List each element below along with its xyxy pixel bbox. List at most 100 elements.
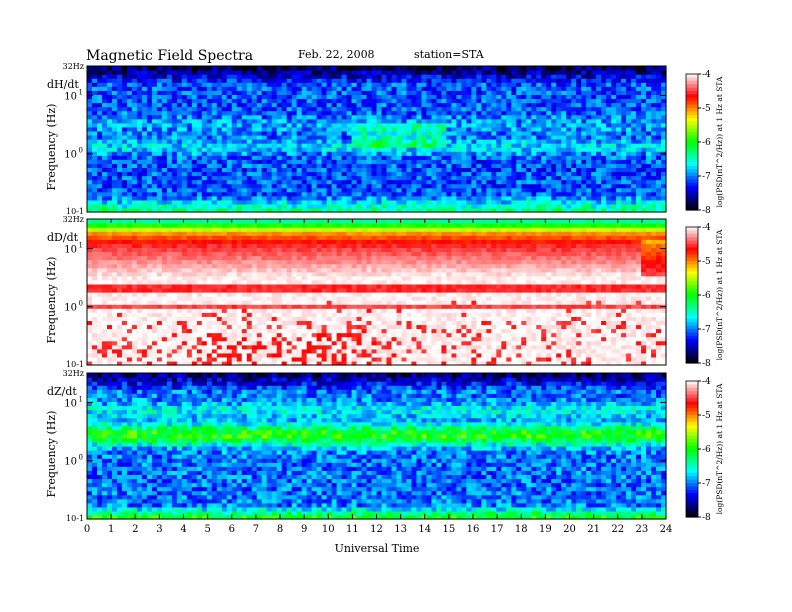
heatmap-cell (536, 163, 542, 168)
heatmap-cell (576, 151, 582, 156)
heatmap-cell (381, 78, 388, 83)
heatmap-cell (401, 348, 408, 354)
heatmap-cell (141, 94, 148, 100)
heatmap-cell (511, 199, 517, 205)
heatmap-cell (331, 102, 338, 108)
heatmap-cell (456, 171, 462, 177)
heatmap-cell (301, 167, 308, 173)
heatmap-cell (251, 203, 258, 209)
heatmap-cell (141, 66, 148, 71)
heatmap-cell (301, 171, 308, 177)
heatmap-cell (431, 70, 437, 75)
heatmap-cell (311, 207, 318, 213)
heatmap-cell (196, 179, 203, 185)
heatmap-cell (626, 151, 632, 156)
heatmap-cell (161, 179, 168, 185)
heatmap-cell (381, 175, 388, 181)
heatmap-cell (171, 130, 178, 136)
heatmap-cell (286, 82, 293, 87)
heatmap-cell (296, 94, 303, 100)
heatmap-cell (386, 340, 393, 346)
heatmap-cell (136, 356, 143, 362)
heatmap-cell (386, 102, 393, 108)
heatmap-cell (501, 340, 507, 346)
heatmap-cell (571, 340, 577, 346)
heatmap-cell (381, 134, 388, 140)
heatmap-cell (616, 199, 622, 205)
heatmap-cell (551, 163, 557, 168)
heatmap-cell (416, 348, 423, 354)
heatmap-cell (516, 167, 522, 173)
heatmap-cell (276, 191, 283, 197)
heatmap-cell (456, 78, 462, 83)
heatmap-cell (331, 151, 338, 156)
heatmap-cell (186, 106, 193, 112)
heatmap-cell (366, 159, 373, 164)
heatmap-cell (641, 191, 647, 197)
heatmap-cell (606, 82, 612, 87)
heatmap-cell (196, 82, 203, 87)
heatmap-cell (191, 187, 198, 193)
heatmap-cell (296, 203, 303, 209)
heatmap-cell (201, 122, 208, 128)
heatmap-cell (556, 102, 562, 108)
heatmap-cell (481, 340, 487, 346)
heatmap-cell (326, 110, 333, 116)
heatmap-cell (101, 344, 108, 350)
heatmap-cell (606, 118, 612, 124)
heatmap-cell (216, 70, 223, 75)
heatmap-cell (91, 102, 98, 108)
heatmap-cell (506, 356, 512, 362)
heatmap-cell (211, 179, 218, 185)
heatmap-cell (341, 110, 348, 116)
heatmap-cell (91, 94, 98, 100)
heatmap-cell (351, 348, 358, 354)
heatmap-cell (256, 122, 263, 128)
heatmap-cell (441, 74, 447, 79)
heatmap-cell (376, 90, 383, 95)
heatmap-cell (656, 94, 662, 100)
heatmap-cell (621, 74, 627, 79)
heatmap-cell (121, 163, 128, 168)
heatmap-cell (471, 114, 477, 120)
heatmap-cell (656, 167, 662, 173)
heatmap-cell (126, 340, 133, 346)
heatmap-cell (191, 199, 198, 205)
heatmap-cell (361, 352, 368, 358)
heatmap-cell (171, 118, 178, 124)
heatmap-cell (641, 199, 647, 205)
heatmap-cell (521, 134, 527, 140)
heatmap-cell (301, 118, 308, 124)
heatmap-cell (511, 183, 517, 189)
heatmap-cell (441, 340, 447, 346)
heatmap-cell (396, 147, 403, 152)
heatmap-cell (601, 187, 607, 193)
heatmap-cell (166, 203, 173, 209)
heatmap-cell (211, 94, 218, 100)
heatmap-cell (311, 199, 318, 205)
heatmap-cell (226, 167, 233, 173)
colorbar-band (686, 135, 698, 140)
heatmap-cell (141, 191, 148, 197)
heatmap-cell (211, 70, 218, 75)
heatmap-cell (636, 344, 642, 350)
heatmap-cell (356, 151, 363, 156)
heatmap-cell (566, 110, 572, 116)
heatmap-cell (651, 139, 657, 144)
heatmap-cell (291, 155, 298, 160)
heatmap-cell (401, 151, 408, 156)
heatmap-cell (286, 94, 293, 100)
heatmap-cell (331, 143, 338, 148)
heatmap-cell (491, 356, 497, 362)
heatmap-cell (391, 340, 398, 346)
heatmap-cell (196, 66, 203, 71)
heatmap-cell (466, 175, 472, 181)
heatmap-cell (526, 134, 532, 140)
heatmap-cell (326, 175, 333, 181)
heatmap-cell (261, 187, 268, 193)
heatmap-cell (316, 207, 323, 213)
heatmap-cell (401, 179, 408, 185)
heatmap-cell (276, 159, 283, 164)
heatmap-cell (501, 344, 507, 350)
heatmap-cell (196, 86, 203, 91)
